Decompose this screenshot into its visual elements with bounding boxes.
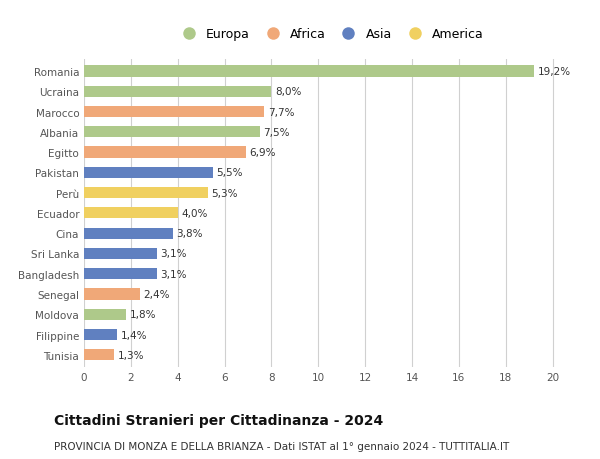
Text: 6,9%: 6,9% [249,148,275,158]
Text: 7,7%: 7,7% [268,107,295,117]
Text: 4,0%: 4,0% [181,208,208,218]
Text: 1,8%: 1,8% [130,310,156,319]
Text: 5,3%: 5,3% [212,188,238,198]
Bar [84,349,115,361]
Text: 5,5%: 5,5% [217,168,243,178]
Text: 19,2%: 19,2% [538,67,571,77]
Text: 1,3%: 1,3% [118,350,145,360]
Legend: Europa, Africa, Asia, America: Europa, Africa, Asia, America [173,26,487,44]
Bar [84,248,157,259]
Text: 3,1%: 3,1% [160,269,187,279]
Bar [84,147,245,158]
Bar [84,208,178,219]
Text: 3,1%: 3,1% [160,249,187,259]
Bar [84,127,260,138]
Bar [84,188,208,199]
Bar [84,86,271,98]
Text: 3,8%: 3,8% [176,229,203,239]
Bar [84,289,140,300]
Bar [84,309,126,320]
Text: 1,4%: 1,4% [121,330,147,340]
Bar [84,66,534,78]
Text: PROVINCIA DI MONZA E DELLA BRIANZA - Dati ISTAT al 1° gennaio 2024 - TUTTITALIA.: PROVINCIA DI MONZA E DELLA BRIANZA - Dat… [54,441,509,451]
Text: Cittadini Stranieri per Cittadinanza - 2024: Cittadini Stranieri per Cittadinanza - 2… [54,413,383,427]
Bar [84,168,213,179]
Bar [84,329,117,341]
Bar [84,269,157,280]
Bar [84,228,173,239]
Text: 7,5%: 7,5% [263,128,290,138]
Bar [84,106,265,118]
Text: 8,0%: 8,0% [275,87,301,97]
Text: 2,4%: 2,4% [144,289,170,299]
